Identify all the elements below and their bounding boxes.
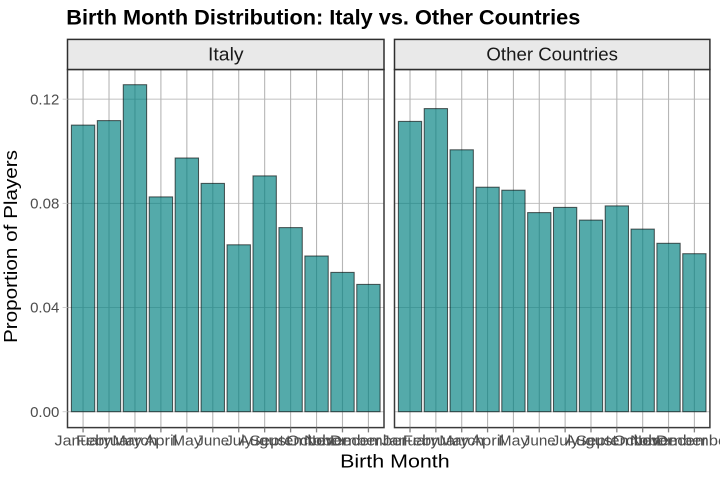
svg-text:0.08: 0.08 [30, 196, 59, 213]
svg-text:February: February [403, 433, 470, 450]
svg-text:Birth Month Distribution: Ital: Birth Month Distribution: Italy vs. Othe… [66, 5, 580, 29]
svg-text:May: May [172, 433, 203, 450]
svg-text:June: June [196, 433, 229, 450]
svg-text:June: June [523, 433, 556, 450]
svg-text:March: March [112, 433, 157, 450]
svg-text:0.00: 0.00 [30, 404, 59, 421]
svg-text:March: March [439, 433, 484, 450]
svg-text:July: July [225, 433, 252, 450]
svg-text:January: January [55, 433, 113, 450]
svg-text:December: December [656, 433, 720, 450]
svg-text:Italy: Italy [208, 43, 244, 64]
svg-text:July: July [552, 433, 579, 450]
svg-text:December: December [330, 433, 407, 450]
svg-text:November: November [304, 433, 381, 450]
svg-text:May: May [498, 433, 529, 450]
svg-text:August: August [239, 433, 292, 450]
svg-text:Proportion of Players: Proportion of Players [0, 150, 21, 343]
svg-text:October: October [613, 433, 673, 450]
svg-text:0.04: 0.04 [30, 300, 59, 317]
svg-text:April: April [144, 433, 177, 450]
svg-text:0.12: 0.12 [30, 91, 59, 108]
svg-text:Birth Month: Birth Month [340, 451, 450, 472]
svg-text:September: September [576, 433, 658, 450]
svg-text:November: November [630, 433, 707, 450]
svg-text:January: January [382, 433, 440, 450]
svg-text:October: October [287, 433, 347, 450]
svg-text:February: February [76, 433, 143, 450]
svg-text:September: September [250, 433, 332, 450]
svg-text:Other Countries: Other Countries [486, 43, 618, 64]
svg-text:August: August [565, 433, 618, 450]
svg-text:April: April [471, 433, 504, 450]
